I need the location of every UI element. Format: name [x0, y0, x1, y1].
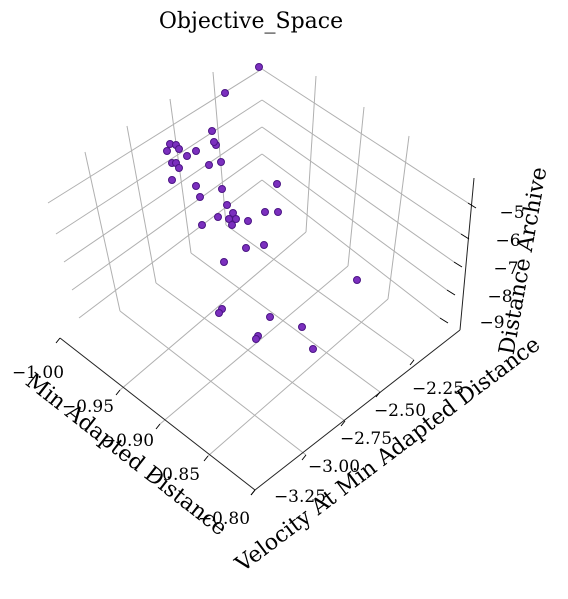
scatter-point [210, 138, 218, 146]
grid-line [225, 224, 415, 361]
x-tick-label: −0.85 [148, 465, 200, 485]
chart-title: Objective_Space [159, 9, 343, 34]
z-tick-label: −9 [479, 313, 504, 333]
z-tick-mark [453, 261, 463, 268]
scatter-point [252, 335, 260, 343]
scatter-point [274, 208, 282, 216]
x-tick-label: −0.80 [198, 509, 250, 529]
grid-line [159, 265, 349, 425]
x-axis-label: Min Adapted Distance [20, 369, 231, 542]
scatter-point [298, 323, 306, 331]
scatter-point [214, 213, 222, 221]
scatter-point [192, 182, 200, 190]
scatter-point [163, 147, 171, 155]
y-tick-mark [250, 489, 256, 496]
scatter-point [208, 127, 216, 135]
z-tick-mark [467, 202, 477, 209]
grid-line [119, 231, 307, 391]
grid-line [261, 126, 455, 263]
x-axis-line [59, 337, 256, 491]
scatter-point [168, 176, 176, 184]
grid-line [47, 68, 263, 204]
y-tick-mark [375, 391, 381, 398]
scatter-point [215, 309, 223, 317]
scatter-points [163, 63, 361, 353]
y-tick-label: −2.50 [374, 401, 426, 421]
scatter-point [261, 208, 269, 216]
y-tick-label: −3.00 [308, 457, 360, 477]
grid-line [71, 153, 263, 291]
y-axis-line [254, 329, 461, 491]
y-tick-label: −3.25 [274, 487, 326, 507]
scatter-point [175, 164, 183, 172]
scatter-point [353, 276, 361, 284]
z-tick-mark [446, 289, 456, 296]
scatter-point [175, 145, 183, 153]
scatter-point [192, 147, 200, 155]
grid-line [190, 252, 381, 393]
z-tick-label: −8 [487, 287, 512, 307]
grid-line [305, 75, 317, 233]
scatter-point [218, 185, 226, 193]
scatter-point [242, 244, 250, 252]
grid-line [126, 125, 157, 284]
z-tick-label: −7 [493, 259, 518, 279]
z-tick-label: −6 [495, 231, 520, 251]
x-tick-label: −1.00 [12, 363, 64, 383]
scatter-point [205, 161, 213, 169]
scatter-point [196, 193, 204, 201]
y-tick-mark [301, 454, 307, 461]
grid-line [261, 179, 441, 319]
scatter-point [255, 63, 263, 71]
scatter-point [223, 201, 231, 209]
grid-line [261, 153, 448, 291]
scatter-point [244, 217, 252, 225]
grid-line [261, 68, 469, 204]
grid-line [84, 151, 121, 312]
z-tick-mark [439, 317, 449, 324]
y-tick-mark [409, 359, 415, 366]
scatter-point [183, 152, 191, 160]
grid-line [78, 179, 263, 319]
x-tick-label: −0.95 [62, 397, 114, 417]
x-tick-mark [155, 423, 161, 430]
x-tick-mark [203, 455, 209, 462]
scatter-point [198, 221, 206, 229]
grid-line [155, 282, 346, 422]
back-left-pane [42, 42, 262, 338]
grid-line [169, 98, 192, 254]
x-tick-label: −0.90 [102, 431, 154, 451]
pane-grid [42, 42, 475, 491]
scatter-point [260, 241, 268, 249]
scatter-point [309, 345, 317, 353]
grid-line [347, 106, 365, 267]
z-axis-line [459, 177, 475, 331]
grid-line [119, 310, 307, 456]
y-tick-mark [340, 420, 346, 427]
scatter-point [220, 258, 228, 266]
y-ticks: −3.25 −3.00 −2.75 −2.50−2.25 [250, 359, 464, 507]
scatter-point [266, 313, 274, 321]
grid-line [207, 298, 389, 457]
grid-line [63, 126, 263, 263]
scatter-point [273, 180, 281, 188]
y-axis-label: Velocity At Min Adapted Distance [230, 332, 545, 578]
grid-line [212, 71, 227, 226]
y-tick-label: −2.25 [412, 379, 464, 399]
scatter-point [221, 89, 229, 97]
grid-line [55, 99, 263, 235]
scatter-point [217, 158, 225, 166]
z-tick-mark [460, 233, 470, 240]
x-ticks: −1.00 −0.95 −0.90 −0.85 −0.80 [12, 337, 256, 529]
back-right-pane [262, 42, 474, 338]
x-tick-mark [115, 389, 121, 396]
z-ticks: −9 −8 −7 −6 −5 [439, 202, 525, 333]
grid-line [261, 99, 462, 235]
x-tick-mark [55, 337, 61, 344]
grid-line [387, 135, 410, 300]
scatter-point [228, 221, 236, 229]
y-tick-label: −2.75 [340, 429, 392, 449]
z-tick-label: −5 [499, 203, 524, 223]
